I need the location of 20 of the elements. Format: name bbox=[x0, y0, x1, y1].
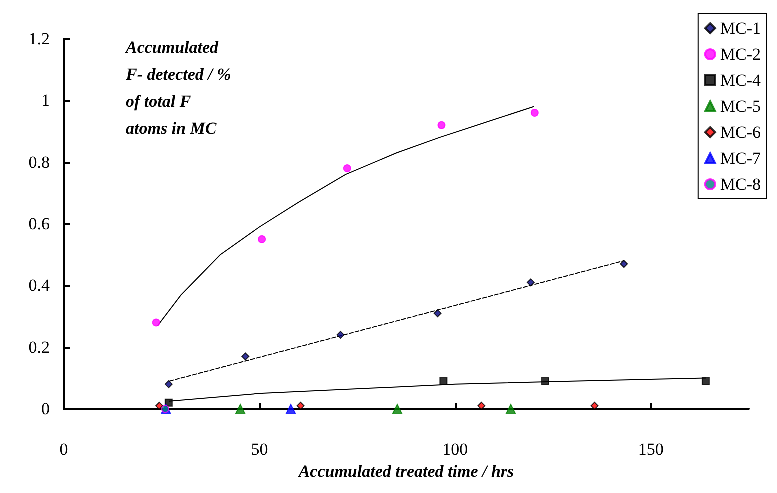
y-tick-label: 1 bbox=[42, 91, 50, 110]
y-tick-label: 1.2 bbox=[28, 30, 50, 48]
x-tick-label: 0 bbox=[60, 440, 68, 460]
x-tick-label: 150 bbox=[638, 440, 664, 460]
y-tick-label: 0 bbox=[42, 400, 50, 419]
y-tick-label: 0.6 bbox=[28, 214, 50, 234]
x-axis-title: Accumulated treated time / hrs bbox=[298, 462, 515, 481]
y-tick-label: 0.2 bbox=[28, 338, 50, 357]
legend-label: MC-4 bbox=[720, 71, 762, 90]
legend-label: MC-6 bbox=[720, 123, 762, 142]
legend-label: MC-2 bbox=[720, 45, 762, 64]
x-tick-label: 50 bbox=[251, 440, 268, 460]
y-tick-label: 0.4 bbox=[28, 276, 50, 296]
legend-label: MC-1 bbox=[720, 19, 762, 38]
y-axis-title: Accumulated F- detected / % of total F atoms in MC bbox=[125, 38, 232, 138]
x-tick-label: 100 bbox=[442, 440, 468, 460]
legend-label: MC-5 bbox=[720, 97, 762, 116]
y-tick-label: 0.8 bbox=[28, 152, 50, 172]
legend-label: MC-8 bbox=[720, 175, 762, 194]
legend-label: MC-7 bbox=[720, 149, 762, 168]
